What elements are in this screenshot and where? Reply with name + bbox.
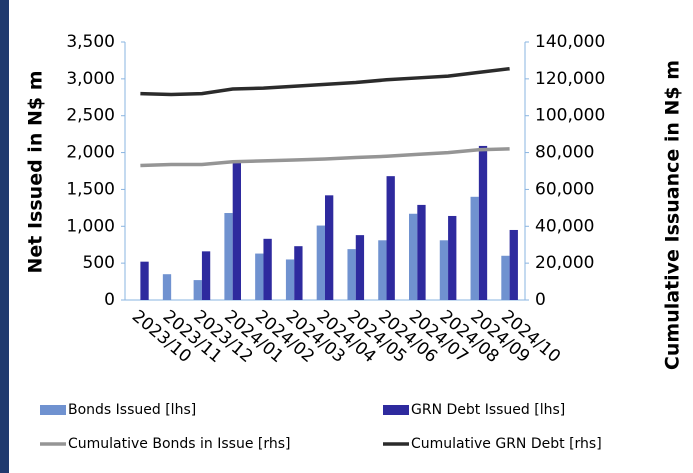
bar: [409, 213, 418, 300]
y2-tick-label: 120,000: [535, 69, 605, 89]
y2-tick-label: 20,000: [535, 253, 594, 273]
bar: [325, 195, 334, 300]
bar: [501, 255, 510, 300]
line: [140, 66, 510, 97]
bar: [263, 238, 272, 300]
legend-swatch: [383, 405, 409, 415]
y-tick-label: 3,000: [66, 69, 115, 89]
y2-tick-label: 140,000: [535, 32, 605, 52]
legend-label: Cumulative GRN Debt [rhs]: [411, 436, 602, 452]
frame-edge: [0, 0, 9, 473]
bar: [347, 249, 356, 300]
bar: [316, 225, 325, 300]
bar: [386, 176, 395, 300]
line: [140, 147, 510, 168]
legend-swatch: [40, 405, 66, 415]
legend-label: Cumulative Bonds in Issue [rhs]: [68, 436, 291, 452]
y-tick-label: 3,500: [66, 32, 115, 52]
legend-label: GRN Debt Issued [lhs]: [411, 402, 565, 418]
bar: [162, 274, 172, 300]
bar: [470, 196, 479, 300]
y2-tick-label: 40,000: [535, 216, 594, 236]
y2-axis-title: Cumulative Issuance in N$ m: [662, 60, 684, 370]
bar: [201, 251, 211, 300]
bar: [448, 215, 457, 300]
bar: [232, 162, 241, 300]
bar: [378, 240, 387, 300]
y-tick-label: 500: [83, 253, 115, 273]
y-tick-label: 1,000: [66, 216, 115, 236]
bar: [193, 280, 202, 300]
legend-label: Bonds Issued [lhs]: [68, 402, 196, 418]
bar: [140, 261, 149, 300]
y-tick-label: 0: [104, 290, 115, 310]
y2-tick-label: 100,000: [535, 106, 605, 126]
bar: [285, 259, 295, 300]
bar: [439, 240, 449, 300]
y2-tick-label: 60,000: [535, 179, 594, 199]
y2-tick-label: 80,000: [535, 143, 594, 163]
bar: [478, 145, 488, 300]
bar: [509, 229, 518, 300]
bar: [294, 246, 303, 300]
bar: [224, 213, 233, 300]
y-tick-label: 1,500: [66, 179, 115, 199]
y-axis-title: Net Issued in N$ m: [25, 71, 47, 274]
bar: [255, 253, 264, 300]
y2-tick-label: 0: [535, 290, 546, 310]
y-tick-label: 2,500: [66, 106, 115, 126]
bar: [417, 204, 426, 300]
y-tick-label: 2,000: [66, 143, 115, 163]
bar: [355, 235, 365, 300]
